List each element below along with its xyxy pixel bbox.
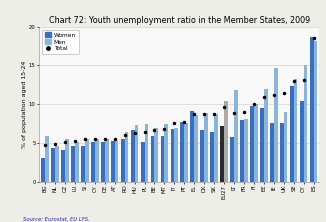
- Bar: [111, 141, 115, 182]
- Bar: [75, 143, 79, 182]
- Bar: [270, 123, 274, 182]
- Bar: [220, 126, 224, 182]
- Bar: [304, 65, 307, 182]
- Title: Chart 72: Youth unemployment ratio in the Member States, 2009: Chart 72: Youth unemployment ratio in th…: [49, 16, 310, 25]
- Bar: [204, 113, 208, 182]
- Bar: [190, 111, 194, 182]
- Bar: [294, 79, 297, 182]
- Bar: [61, 150, 65, 182]
- Y-axis label: % of population aged 15-24: % of population aged 15-24: [22, 61, 27, 148]
- Bar: [194, 115, 198, 182]
- Bar: [41, 158, 45, 182]
- Bar: [141, 143, 144, 182]
- Bar: [45, 136, 49, 182]
- Bar: [161, 136, 164, 182]
- Bar: [65, 139, 69, 182]
- Bar: [230, 137, 234, 182]
- Bar: [181, 122, 184, 182]
- Bar: [164, 124, 168, 182]
- Bar: [121, 139, 125, 182]
- Bar: [234, 89, 238, 182]
- Bar: [115, 141, 118, 182]
- Bar: [244, 119, 248, 182]
- Bar: [250, 106, 254, 182]
- Bar: [260, 108, 264, 182]
- Bar: [170, 129, 174, 182]
- Bar: [131, 130, 135, 182]
- Bar: [91, 143, 95, 182]
- Bar: [240, 120, 244, 182]
- Bar: [144, 124, 148, 182]
- Bar: [214, 115, 218, 182]
- Bar: [254, 104, 258, 182]
- Bar: [310, 37, 314, 182]
- Bar: [51, 148, 55, 182]
- Bar: [55, 146, 59, 182]
- Bar: [290, 86, 294, 182]
- Bar: [224, 101, 228, 182]
- Bar: [151, 136, 155, 182]
- Bar: [174, 128, 178, 182]
- Bar: [95, 139, 98, 182]
- Bar: [71, 146, 75, 182]
- Bar: [155, 128, 158, 182]
- Bar: [314, 41, 317, 182]
- Bar: [85, 139, 89, 182]
- Bar: [210, 131, 214, 182]
- Bar: [274, 68, 277, 182]
- Bar: [125, 131, 128, 182]
- Bar: [300, 101, 304, 182]
- Bar: [184, 123, 188, 182]
- Bar: [101, 142, 105, 182]
- Bar: [280, 123, 284, 182]
- Bar: [105, 139, 109, 182]
- Bar: [81, 146, 85, 182]
- Bar: [284, 112, 288, 182]
- Legend: Women, Men, Total: Women, Men, Total: [42, 30, 79, 54]
- Text: Source: Eurostat, EU LFS.: Source: Eurostat, EU LFS.: [23, 217, 90, 222]
- Bar: [264, 89, 268, 182]
- Bar: [200, 130, 204, 182]
- Bar: [135, 125, 138, 182]
